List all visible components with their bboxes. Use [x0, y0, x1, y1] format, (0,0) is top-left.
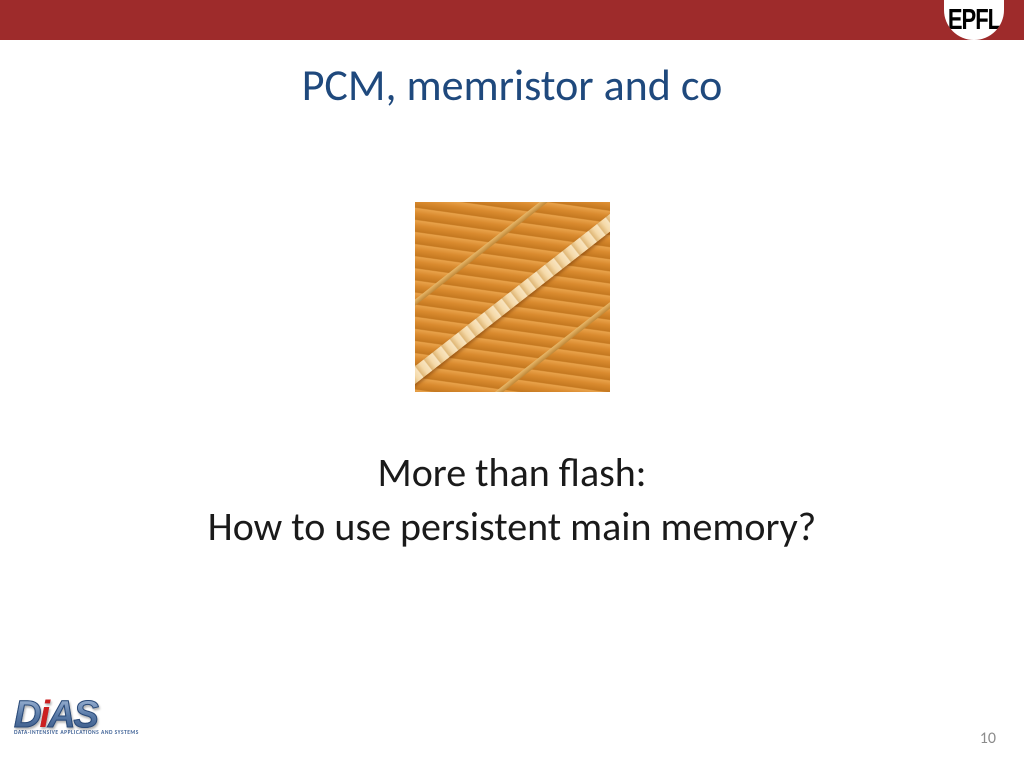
dias-logo: DiAS DATA-INTENSIVE APPLICATIONS AND SYS…: [14, 698, 149, 754]
institution-badge-text: EPFL: [948, 3, 1000, 37]
page-number: 10: [980, 729, 996, 748]
dias-logo-text: DiAS: [14, 698, 149, 732]
body-line-1: More than flash:: [30, 446, 994, 500]
slide-body: More than flash: How to use persistent m…: [0, 446, 1024, 554]
body-line-2: How to use persistent main memory?: [30, 500, 994, 554]
slide-title: PCM, memristor and co: [0, 58, 1024, 112]
header-bar: EPFL: [0, 0, 1024, 40]
institution-badge: EPFL: [944, 0, 1004, 40]
memristor-image: [415, 202, 610, 392]
